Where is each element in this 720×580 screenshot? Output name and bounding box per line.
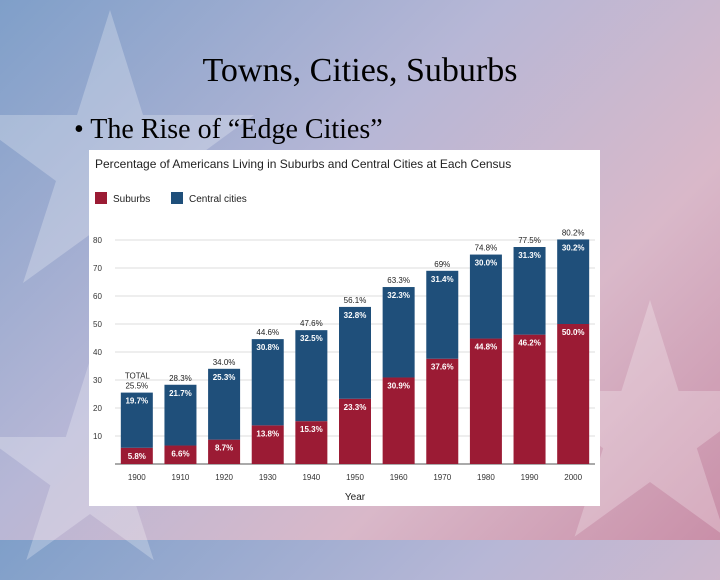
y-tick-label-30: 30 — [93, 376, 102, 385]
data-label-suburbs-1960: 30.9% — [387, 381, 410, 390]
x-tick-label-1940: 1940 — [302, 473, 320, 482]
x-tick-label-1980: 1980 — [477, 473, 495, 482]
y-tick-label-80: 80 — [93, 236, 102, 245]
data-label-central-1970: 31.4% — [431, 275, 454, 284]
bar-suburbs-1970 — [426, 358, 459, 464]
data-label-central-1930: 30.8% — [256, 343, 279, 352]
data-label-central-1920: 25.3% — [213, 373, 236, 382]
legend-label-suburbs: Suburbs — [113, 194, 150, 205]
bar-central-1920 — [208, 368, 241, 440]
data-label-suburbs-1940: 15.3% — [300, 425, 323, 434]
total-label-1900: 25.5% — [125, 382, 148, 391]
bar-central-1950 — [339, 306, 371, 399]
x-axis-title: Year — [345, 492, 366, 503]
star-decoration-right — [525, 300, 720, 537]
bar-suburbs-1960 — [382, 377, 415, 464]
x-tick-label-1900: 1900 — [128, 473, 146, 482]
bullet-text: • The Rise of “Edge Cities” — [74, 114, 383, 145]
bar-suburbs-1940 — [295, 421, 328, 464]
bar-central-1990 — [513, 247, 546, 335]
data-label-central-1940: 32.5% — [300, 334, 323, 343]
data-label-suburbs-1980: 44.8% — [475, 343, 498, 352]
y-tick-label-50: 50 — [93, 320, 102, 329]
bar-suburbs-1910 — [164, 445, 197, 464]
data-label-suburbs-1950: 23.3% — [344, 403, 367, 412]
slide-title: Towns, Cities, Suburbs — [202, 52, 518, 89]
total-label-1980: 74.8% — [475, 244, 498, 253]
legend-label-central: Central cities — [189, 194, 247, 205]
bar-suburbs-1990 — [513, 334, 546, 464]
legend-swatch-central — [171, 192, 183, 204]
total-label-1930: 44.6% — [256, 328, 279, 337]
bar-central-1900 — [120, 392, 153, 448]
total-label-1940: 47.6% — [300, 319, 323, 328]
total-label-2000: 80.2% — [562, 228, 585, 237]
bar-central-1930 — [251, 339, 284, 426]
data-label-suburbs-2000: 50.0% — [562, 328, 585, 337]
bar-central-1980 — [469, 254, 502, 339]
data-label-central-1980: 30.0% — [475, 259, 498, 268]
x-tick-label-2000: 2000 — [564, 473, 582, 482]
data-label-central-1990: 31.3% — [518, 251, 541, 260]
data-label-suburbs-1900: 5.8% — [128, 452, 146, 461]
bar-suburbs-1950 — [339, 398, 371, 464]
legend-swatch-suburbs — [95, 192, 107, 204]
data-label-central-2000: 30.2% — [562, 243, 585, 252]
x-tick-label-1920: 1920 — [215, 473, 233, 482]
chart-container: Percentage of Americans Living in Suburb… — [89, 150, 600, 506]
y-tick-label-60: 60 — [93, 292, 102, 301]
data-label-suburbs-1920: 8.7% — [215, 444, 233, 453]
x-tick-label-1950: 1950 — [346, 473, 364, 482]
x-tick-label-1960: 1960 — [390, 473, 408, 482]
data-label-suburbs-1990: 46.2% — [518, 339, 541, 348]
total-label-1970: 69% — [434, 260, 450, 269]
data-label-central-1960: 32.3% — [387, 291, 410, 300]
data-label-central-1910: 21.7% — [169, 389, 192, 398]
bar-central-1970 — [426, 270, 459, 359]
x-tick-label-1970: 1970 — [433, 473, 451, 482]
data-label-central-1900: 19.7% — [125, 397, 148, 406]
chart-title: Percentage of Americans Living in Suburb… — [95, 157, 511, 171]
bar-central-1910 — [164, 384, 197, 446]
bar-central-2000 — [557, 239, 590, 324]
x-tick-label-1990: 1990 — [521, 473, 539, 482]
data-label-central-1950: 32.8% — [344, 311, 367, 320]
y-tick-label-70: 70 — [93, 264, 102, 273]
bar-central-1960 — [382, 287, 415, 378]
stacked-bar-chart: Percentage of Americans Living in Suburb… — [93, 157, 595, 503]
total-label-1950: 56.1% — [344, 296, 367, 305]
y-tick-label-10: 10 — [93, 432, 102, 441]
data-label-suburbs-1910: 6.6% — [171, 450, 189, 459]
bar-suburbs-1900 — [120, 447, 153, 464]
x-tick-label-1930: 1930 — [259, 473, 277, 482]
bar-central-1940 — [295, 330, 328, 422]
total-caption: TOTAL — [125, 372, 151, 381]
x-tick-label-1910: 1910 — [172, 473, 190, 482]
data-label-suburbs-1930: 13.8% — [256, 429, 279, 438]
total-label-1910: 28.3% — [169, 374, 192, 383]
data-label-suburbs-1970: 37.6% — [431, 363, 454, 372]
bar-suburbs-2000 — [557, 324, 590, 464]
total-label-1920: 34.0% — [213, 358, 236, 367]
bar-suburbs-1930 — [251, 425, 284, 464]
y-tick-label-20: 20 — [93, 404, 102, 413]
bar-suburbs-1980 — [469, 338, 502, 464]
y-tick-label-40: 40 — [93, 348, 102, 357]
total-label-1990: 77.5% — [518, 236, 541, 245]
star-decoration-left — [0, 10, 254, 283]
bar-suburbs-1920 — [208, 439, 241, 464]
total-label-1960: 63.3% — [387, 276, 410, 285]
